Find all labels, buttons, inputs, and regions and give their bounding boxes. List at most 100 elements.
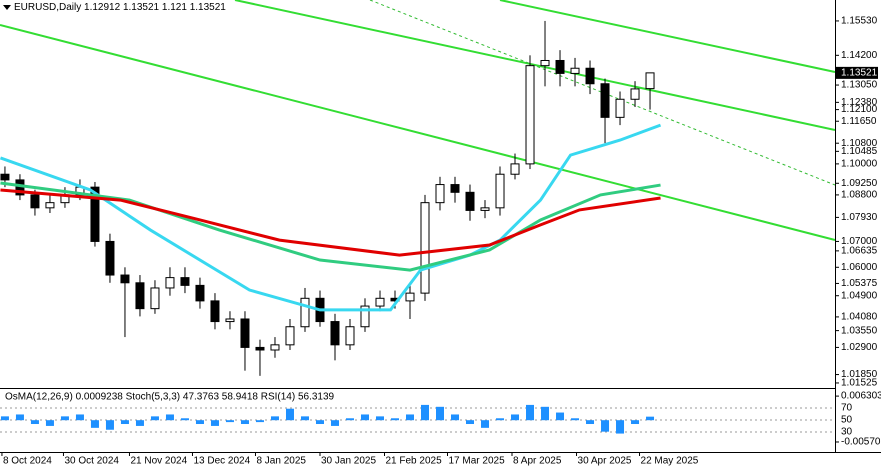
osma-bar — [15, 414, 24, 421]
osma-bar — [631, 420, 640, 425]
candle-body — [450, 184, 460, 193]
candle-body — [0, 173, 10, 181]
osma-bar — [345, 418, 354, 421]
y-tick-label: 1.10000 — [841, 159, 878, 170]
channel-line — [234, 0, 836, 131]
osma-bar — [436, 406, 445, 421]
osma-bar — [255, 420, 264, 423]
y-tick-label: 1.05375 — [841, 278, 878, 289]
candle-body — [465, 191, 475, 211]
moving-average — [0, 188, 661, 257]
candle-body — [420, 202, 430, 294]
channel-line — [0, 24, 836, 241]
osma-bar — [526, 404, 535, 421]
osma-bar — [195, 420, 204, 425]
candle-body — [270, 344, 280, 351]
osma-bar — [150, 416, 159, 421]
moving-average — [0, 123, 662, 312]
osma-bar — [240, 420, 249, 425]
ohlc-close: 1.13521 — [190, 2, 227, 13]
osma-bar — [165, 414, 174, 421]
candle-body — [615, 98, 625, 118]
candle-body — [570, 67, 580, 74]
osma-bar — [285, 408, 294, 421]
x-tick-label: 13 Dec 2024 — [193, 456, 250, 467]
candle-body — [630, 88, 640, 100]
y-tick-label: 1.04080 — [841, 312, 878, 323]
y-tick-label: 1.07000 — [841, 236, 878, 247]
candle-body — [300, 297, 310, 328]
candle-body — [30, 194, 40, 209]
ohlc-open: 1.12912 — [84, 2, 121, 13]
osma-bar — [300, 416, 309, 421]
candle-body — [285, 326, 295, 346]
candle-body — [165, 277, 175, 289]
osma-bar — [571, 418, 580, 421]
osma-bar — [511, 414, 520, 421]
drawing-tools — [0, 0, 836, 241]
candle-body — [225, 318, 235, 323]
x-tick-label: 21 Nov 2024 — [130, 456, 187, 467]
candle-body — [435, 184, 445, 204]
y2-tick-label: 70 — [841, 403, 853, 414]
y-tick-label: 0.006303 — [841, 391, 881, 402]
x-tick-label: 22 May 2025 — [641, 456, 699, 467]
candle-body — [555, 59, 565, 74]
osma-bar — [120, 420, 129, 425]
y-tick-label: 1.12380 — [841, 97, 878, 108]
candle-body — [645, 72, 655, 90]
candle-body — [45, 202, 55, 209]
chart-title: EURUSD,Daily 1.12912 1.13521 1.121 1.135… — [14, 2, 226, 13]
y-tick-label: 1.13050 — [841, 80, 878, 91]
candle-body — [585, 67, 595, 85]
candle-body — [405, 292, 415, 302]
y-tick-label: 1.06635 — [841, 246, 878, 257]
y-tick-label: 1.02900 — [841, 342, 878, 353]
osma-bar — [646, 416, 655, 421]
candle-body — [195, 284, 205, 302]
osma-bar — [421, 404, 430, 421]
ohlc-high: 1.13521 — [123, 2, 160, 13]
osma-bar — [466, 420, 475, 425]
candle-body — [240, 318, 250, 348]
osma-bar — [586, 420, 595, 425]
candle-body — [210, 300, 220, 323]
osma-bar — [45, 420, 54, 426]
indicator-title: OsMA(12,26,9) 0.0009238 Stoch(5,3,3) 47.… — [5, 392, 335, 403]
price-label: 1.13521 — [841, 68, 878, 79]
y-tick-label: 1.08800 — [841, 190, 878, 201]
symbol: EURUSD,Daily — [14, 2, 81, 13]
osma-bar — [616, 420, 625, 434]
osma-bar — [481, 420, 490, 428]
y-tick-label: 1.01850 — [841, 369, 878, 380]
candle-body — [330, 321, 340, 346]
candle-body — [480, 207, 490, 211]
osma-bar — [451, 414, 460, 421]
osma-bar — [496, 418, 505, 421]
y-tick-label: -0.005702 — [841, 437, 881, 448]
x-tick-label: 30 Oct 2024 — [64, 456, 119, 467]
candle-body — [255, 346, 265, 351]
x-tick-label: 30 Apr 2025 — [578, 456, 632, 467]
osma-bar — [210, 420, 219, 426]
y-tick-label: 1.11650 — [841, 116, 877, 127]
y-tick-label: 1.10800 — [841, 138, 878, 149]
y2-tick-label: 30 — [841, 427, 853, 438]
osma-bar — [330, 420, 339, 426]
candle-body — [525, 65, 535, 165]
y-tick-label: 1.15530 — [841, 16, 878, 27]
osma-bar — [270, 416, 279, 421]
menu-icon[interactable] — [3, 5, 11, 10]
x-tick-label: 8 Oct 2024 — [3, 456, 52, 467]
x-tick-label: 17 Mar 2025 — [449, 456, 506, 467]
candle-body — [375, 297, 385, 307]
osma-bar — [556, 412, 565, 421]
osma-bar — [405, 414, 414, 421]
candle-body — [345, 326, 355, 346]
osma-bar — [375, 416, 384, 421]
osma-bar — [60, 416, 69, 421]
y-tick-label: 1.01525 — [841, 378, 878, 389]
price-marker — [836, 66, 878, 79]
osma-bar — [30, 420, 39, 425]
